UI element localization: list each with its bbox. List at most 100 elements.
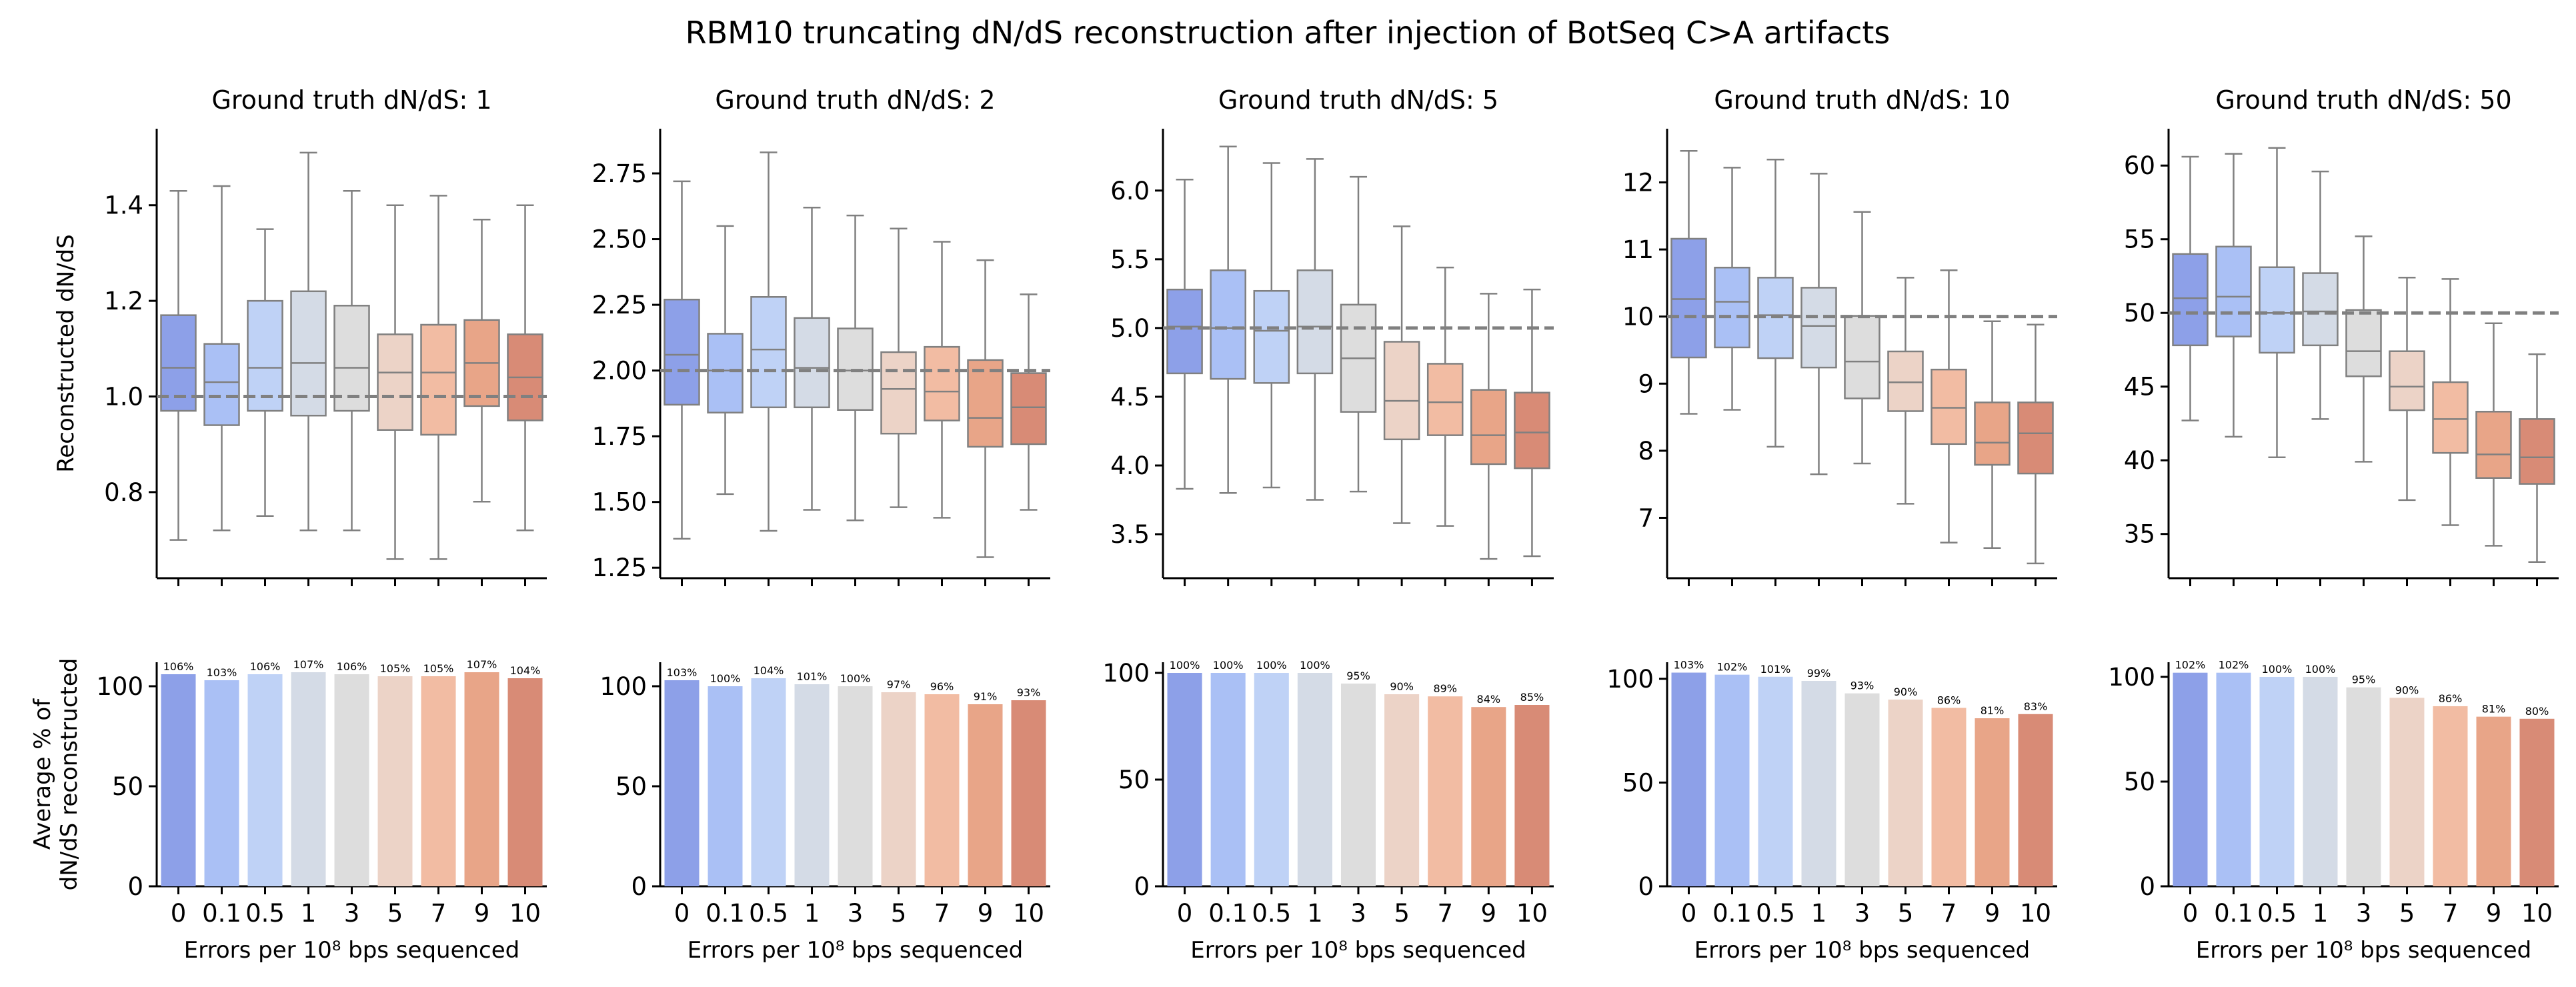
bar-5 bbox=[881, 692, 916, 886]
bar-value-label: 106% bbox=[163, 660, 194, 673]
box-iqr bbox=[2172, 253, 2209, 347]
bar-9 bbox=[1975, 718, 2010, 886]
bar-3 bbox=[1844, 693, 1880, 886]
bar-0.5 bbox=[1254, 673, 1289, 886]
box-7 bbox=[420, 195, 457, 560]
y-tick-label: 3.5 bbox=[1110, 520, 1150, 549]
x-tick-label: 0.1 bbox=[1712, 899, 1752, 928]
bar-value-label: 81% bbox=[2482, 703, 2506, 716]
x-tick-label: 0.1 bbox=[706, 899, 745, 928]
box-iqr bbox=[1470, 389, 1507, 465]
y-tick-label: 50 bbox=[1118, 766, 1150, 794]
x-tick-label: 1 bbox=[804, 899, 820, 928]
box-0 bbox=[160, 189, 197, 541]
x-tick-label: 10 bbox=[2020, 899, 2051, 928]
y-tick-label: 0 bbox=[127, 872, 143, 901]
box-0.5 bbox=[2259, 147, 2295, 459]
x-tick-label: 0 bbox=[1177, 899, 1193, 928]
box-iqr bbox=[2432, 381, 2469, 454]
box-3 bbox=[1844, 211, 1880, 465]
x-tick-label: 3 bbox=[1350, 899, 1366, 928]
panel-title: Ground truth dN/dS: 1 bbox=[211, 85, 491, 115]
box-iqr bbox=[1844, 315, 1880, 399]
box-9 bbox=[967, 259, 1004, 558]
y-tick-label: 1.4 bbox=[104, 191, 143, 220]
box-10 bbox=[1010, 293, 1047, 511]
x-tick-label: 0 bbox=[171, 899, 187, 928]
box-0 bbox=[1166, 179, 1203, 490]
box-0 bbox=[2172, 155, 2209, 421]
x-tick-label: 9 bbox=[2486, 899, 2502, 928]
box-iqr bbox=[2302, 272, 2339, 347]
y-tick-label: 50 bbox=[112, 772, 143, 801]
bar-5 bbox=[1384, 694, 1420, 886]
y-tick-label: 0 bbox=[2139, 872, 2155, 901]
box-1 bbox=[794, 206, 830, 511]
y-tick-label: 10 bbox=[1622, 303, 1654, 331]
y-tick-label: 50 bbox=[2124, 299, 2155, 327]
bar-value-label: 107% bbox=[467, 658, 497, 671]
y-tick-label: 100 bbox=[1102, 659, 1150, 688]
bar-panel-3: 0 50 100 100% 100% 100% 100% 95% 90% 89% 84% 85% 0 0.… bbox=[1102, 659, 1554, 964]
box-7 bbox=[1426, 266, 1464, 527]
box-0.5 bbox=[750, 151, 787, 532]
box-0.5 bbox=[247, 228, 283, 518]
bar-1 bbox=[2303, 676, 2338, 886]
box-9 bbox=[463, 218, 500, 503]
panels: 0.8 1.0 1.2 1.4 Ground truth dN/dS: 1 Reconst… bbox=[29, 85, 2559, 964]
box-iqr bbox=[750, 296, 787, 409]
bar-7 bbox=[1931, 708, 1967, 886]
box-iqr bbox=[333, 305, 370, 412]
bar-1 bbox=[291, 672, 326, 886]
x-axis-label: Errors per 10⁸ bps sequenced bbox=[184, 937, 520, 964]
y-axis-label-line: dN/dS reconstructed bbox=[56, 658, 83, 891]
x-tick-label: 10 bbox=[1516, 899, 1548, 928]
y-tick-label: 5.0 bbox=[1110, 314, 1150, 343]
x-tick-label: 7 bbox=[1941, 899, 1957, 928]
bar-value-label: 100% bbox=[1300, 659, 1330, 672]
bar-5 bbox=[2389, 698, 2425, 886]
box-iqr bbox=[420, 323, 457, 436]
bar-value-label: 100% bbox=[1170, 659, 1200, 672]
box-iqr bbox=[1930, 368, 1967, 445]
bar-0 bbox=[161, 674, 196, 886]
bar-value-label: 95% bbox=[2352, 674, 2376, 686]
y-tick-label: 2.00 bbox=[592, 357, 647, 385]
x-axis-label: Errors per 10⁸ bps sequenced bbox=[1694, 937, 2031, 964]
box-iqr bbox=[2475, 411, 2512, 479]
bar-value-label: 100% bbox=[840, 672, 871, 685]
box-1 bbox=[1296, 158, 1334, 501]
box-iqr bbox=[880, 351, 917, 435]
boxplot-panel-1: 0.8 1.0 1.2 1.4 Ground truth dN/dS: 1 Reconst… bbox=[53, 85, 547, 586]
y-tick-label: 2.75 bbox=[592, 159, 647, 188]
bar-value-label: 89% bbox=[1433, 682, 1457, 695]
y-tick-label: 2.50 bbox=[592, 225, 647, 254]
bar-value-label: 86% bbox=[2439, 692, 2463, 705]
x-tick-label: 10 bbox=[1013, 899, 1044, 928]
y-axis-label-line: Average % of bbox=[29, 698, 56, 850]
y-tick-label: 0 bbox=[1134, 872, 1150, 901]
box-iqr bbox=[967, 359, 1004, 448]
bar-value-label: 86% bbox=[1937, 694, 1961, 706]
y-tick-label: 12 bbox=[1622, 168, 1654, 197]
box-iqr bbox=[1166, 288, 1203, 375]
x-tick-label: 0.5 bbox=[245, 899, 285, 928]
x-tick-label: 5 bbox=[2399, 899, 2415, 928]
bar-3 bbox=[2346, 687, 2381, 886]
y-tick-label: 100 bbox=[2108, 663, 2155, 692]
bar-0 bbox=[2173, 672, 2208, 886]
bar-value-label: 100% bbox=[1256, 659, 1287, 672]
bar-value-label: 83% bbox=[2024, 700, 2048, 713]
x-tick-label: 7 bbox=[1437, 899, 1453, 928]
bar-7 bbox=[1428, 696, 1463, 886]
bar-0.1 bbox=[1210, 673, 1246, 886]
bar-10 bbox=[2018, 714, 2053, 886]
box-iqr bbox=[1887, 350, 1924, 412]
bar-7 bbox=[2433, 706, 2468, 886]
y-tick-label: 6.0 bbox=[1110, 177, 1150, 205]
box-iqr bbox=[1514, 391, 1550, 469]
y-tick-label: 1.2 bbox=[104, 287, 143, 315]
x-tick-label: 0 bbox=[2183, 899, 2199, 928]
bar-value-label: 100% bbox=[1213, 659, 1244, 672]
